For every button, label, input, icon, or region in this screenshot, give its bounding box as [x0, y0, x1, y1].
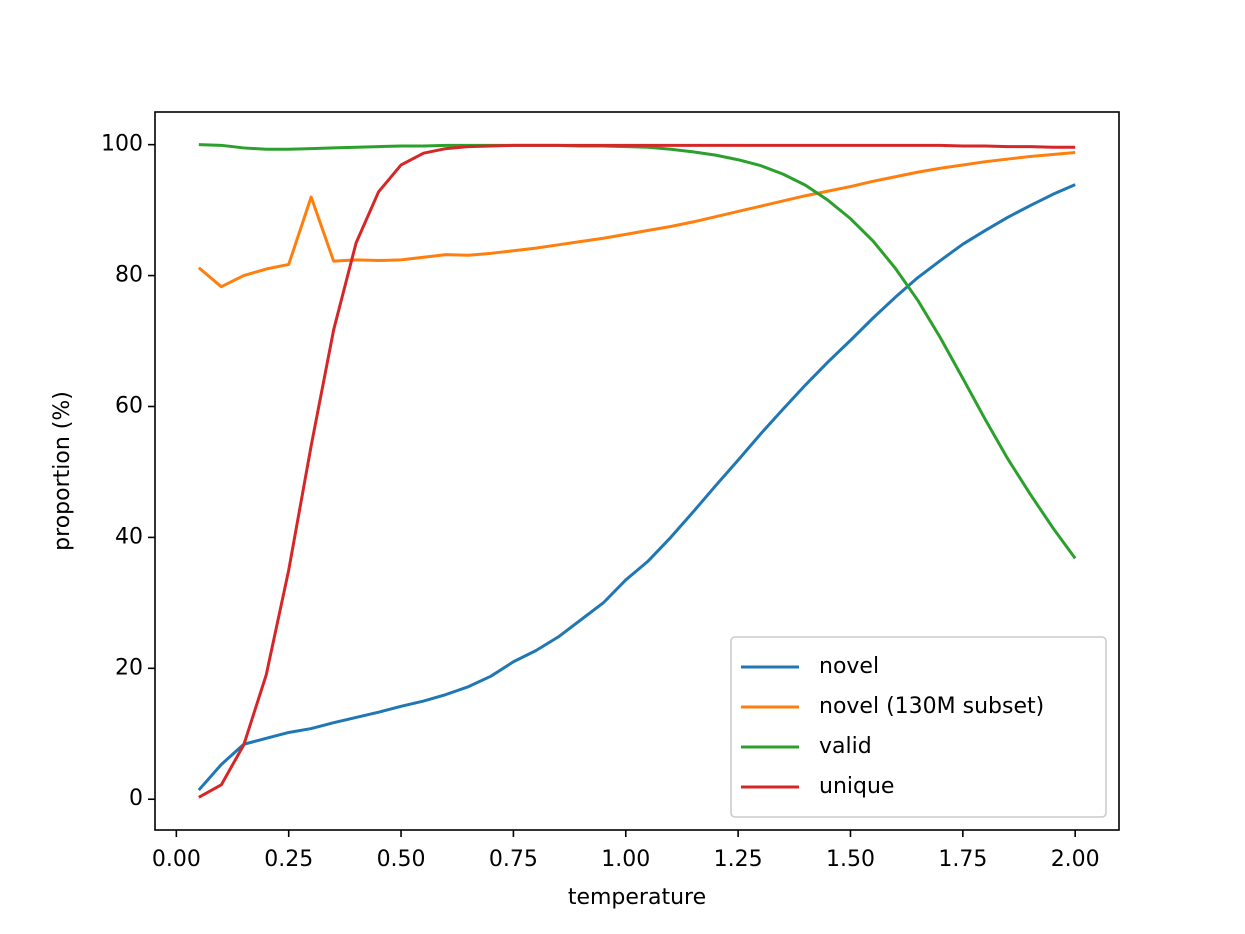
- line-series: [197, 183, 1076, 792]
- line-series: [197, 151, 1076, 289]
- x-tick-label: 0.75: [489, 847, 538, 872]
- y-tick-label: 20: [115, 655, 143, 680]
- y-tick-label: 100: [101, 132, 143, 157]
- legend-label: unique: [819, 774, 894, 799]
- x-axis-label: temperature: [568, 885, 706, 910]
- legend-box: [730, 636, 1107, 818]
- x-tick-label: 2.00: [1051, 847, 1100, 872]
- line-series: [198, 143, 1077, 560]
- x-tick-label: 1.50: [826, 847, 875, 872]
- y-tick-label: 80: [115, 263, 143, 288]
- x-tick-label: 1.25: [714, 847, 763, 872]
- line-series: [198, 143, 1076, 799]
- y-tick-label: 40: [115, 524, 143, 549]
- x-tick-label: 1.00: [601, 847, 650, 872]
- x-tick-label: 1.75: [938, 847, 987, 872]
- legend-label: valid: [819, 734, 872, 759]
- x-tick-label: 0.00: [152, 847, 201, 872]
- x-tick-label: 0.50: [377, 847, 426, 872]
- plot-frame: [154, 111, 1120, 831]
- x-tick-label: 0.25: [264, 847, 313, 872]
- y-tick-label: 60: [115, 393, 143, 418]
- legend-label: novel (130M subset): [819, 694, 1044, 719]
- legend-label: novel: [819, 654, 879, 679]
- y-tick-label: 0: [129, 786, 143, 811]
- y-axis-label: proportion (%): [50, 391, 75, 551]
